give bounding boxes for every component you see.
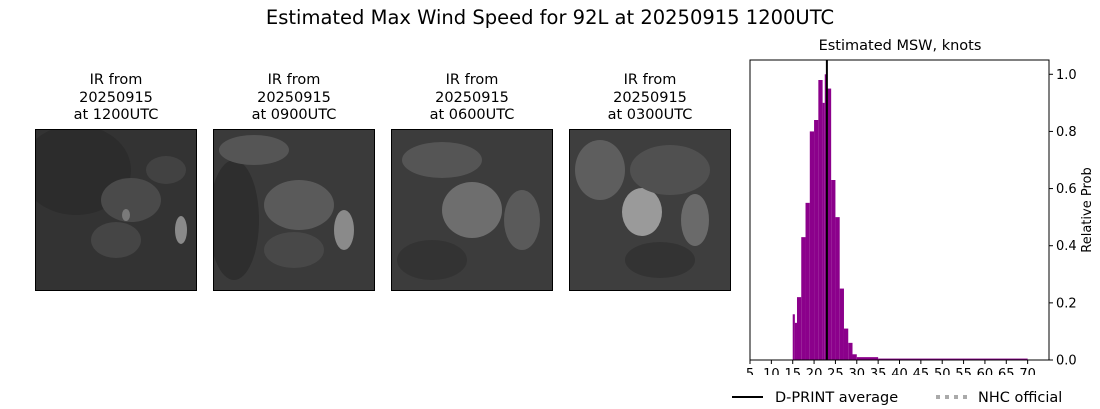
- ir-cloud: [622, 188, 662, 236]
- ir-panel-title: IR from 20250915 at 0300UTC: [569, 72, 731, 125]
- ir-image-graphic: [392, 130, 552, 290]
- histogram-bar: [839, 288, 844, 360]
- x-tick-label: 55: [955, 367, 972, 375]
- histogram-bar: [835, 217, 840, 360]
- ir-dark-region: [397, 240, 467, 280]
- x-tick-label: 10: [763, 367, 780, 375]
- histogram-bar: [843, 328, 849, 360]
- ir-panel-title: IR from 20250915 at 1200UTC: [35, 72, 197, 125]
- ir-panel-title-time: at 0900UTC: [251, 107, 337, 123]
- histogram-bar: [826, 88, 832, 361]
- x-tick-label: 50: [934, 367, 951, 375]
- histogram-bar: [824, 74, 827, 361]
- ir-cloud: [504, 190, 540, 250]
- ir-panel-0300utc: IR from 20250915 at 0300UTC: [569, 72, 731, 291]
- x-tick-label: 30: [849, 367, 866, 375]
- histogram-bar: [792, 314, 795, 360]
- histogram-bar: [831, 180, 836, 360]
- ir-panel-title-date: 20250915: [79, 89, 153, 106]
- histogram-bar: [805, 202, 810, 360]
- ir-panel-0600utc: IR from 20250915 at 0600UTC: [391, 72, 553, 291]
- ir-panel-title-date: 20250915: [613, 89, 687, 106]
- y-axis-ticks: 0.0 0.2 0.4 0.6 0.8 1.0: [1049, 68, 1077, 369]
- ir-panel-0900utc: IR from 20250915 at 0900UTC: [213, 72, 375, 291]
- ir-satellite-image: [569, 129, 731, 291]
- ir-cloud: [219, 135, 289, 165]
- ir-cloud: [101, 178, 161, 222]
- ir-panel-title-line1: IR from: [267, 72, 321, 88]
- histogram-bars: [792, 74, 1028, 361]
- ir-cloud: [91, 222, 141, 258]
- x-tick-label: 5: [746, 367, 754, 375]
- ir-image-graphic: [36, 130, 196, 290]
- ir-cloud: [575, 140, 625, 200]
- legend-dprint-label: D-PRINT average: [775, 390, 898, 406]
- histogram-bar: [794, 322, 797, 360]
- x-tick-label: 20: [806, 367, 823, 375]
- ir-cloud: [175, 216, 187, 244]
- ir-satellite-image: [213, 129, 375, 291]
- ir-cloud: [146, 156, 186, 184]
- ir-dark-region: [625, 242, 695, 278]
- x-tick-label: 35: [870, 367, 887, 375]
- ir-panel-title-time: at 0300UTC: [607, 107, 693, 123]
- x-tick-label: 60: [977, 367, 994, 375]
- ir-panel-title-line1: IR from: [89, 72, 143, 88]
- histogram-bar: [814, 120, 819, 360]
- ir-panel-title-line1: IR from: [623, 72, 677, 88]
- histogram-bar: [878, 358, 1028, 360]
- histogram-bar: [852, 354, 857, 360]
- y-tick-label: 0.8: [1056, 125, 1077, 140]
- y-tick-label: 0.6: [1056, 182, 1077, 197]
- ir-cloud: [264, 180, 334, 230]
- x-tick-label: 65: [998, 367, 1015, 375]
- x-tick-label: 25: [827, 367, 844, 375]
- ir-panel-title: IR from 20250915 at 0900UTC: [213, 72, 375, 125]
- msw-histogram-chart: Estimated MSW, knots 5 10 15 20 25 30 35 40 45 50…: [746, 38, 1095, 375]
- y-axis-label: Relative Prob: [1080, 167, 1095, 252]
- legend-nhc-label: NHC official: [978, 390, 1062, 406]
- chart-legend: D-PRINT average NHC official: [732, 390, 1062, 406]
- histogram-bar: [796, 297, 802, 360]
- histogram-bar: [801, 237, 806, 360]
- y-tick-label: 1.0: [1056, 68, 1077, 83]
- ir-satellite-image: [391, 129, 553, 291]
- ir-panel-title-time: at 0600UTC: [429, 107, 515, 123]
- ir-dark-region: [214, 160, 259, 280]
- x-tick-label: 70: [1019, 367, 1036, 375]
- ir-cloud: [122, 209, 130, 221]
- ir-panel-title-date: 20250915: [257, 89, 331, 106]
- ir-panel-title-line1: IR from: [445, 72, 499, 88]
- histogram-bar: [818, 80, 823, 360]
- ir-cloud: [630, 145, 710, 195]
- figure-title: Estimated Max Wind Speed for 92L at 2025…: [265, 6, 835, 29]
- ir-image-graphic: [570, 130, 730, 290]
- ir-cloud: [402, 142, 482, 178]
- x-tick-label: 40: [891, 367, 908, 375]
- ir-panel-1200utc: IR from 20250915 at 1200UTC: [35, 72, 197, 291]
- histogram-bar: [848, 342, 853, 360]
- y-tick-label: 0.0: [1056, 354, 1077, 369]
- chart-title: Estimated MSW, knots: [819, 38, 982, 54]
- ir-panel-title-date: 20250915: [435, 89, 509, 106]
- ir-satellite-image: [35, 129, 197, 291]
- histogram-bar: [822, 102, 825, 360]
- histogram-bar: [809, 131, 815, 360]
- ir-image-graphic: [214, 130, 374, 290]
- y-tick-label: 0.4: [1056, 239, 1077, 254]
- x-tick-label: 45: [913, 367, 930, 375]
- ir-cloud: [334, 210, 354, 250]
- x-axis-ticks: 5 10 15 20 25 30 35 40 45 50 55 60 65 70: [746, 360, 1036, 375]
- y-tick-label: 0.2: [1056, 296, 1077, 311]
- ir-cloud: [681, 194, 709, 246]
- ir-cloud: [442, 182, 502, 238]
- histogram-bar: [856, 357, 879, 360]
- ir-panel-title-time: at 1200UTC: [73, 107, 159, 123]
- ir-panel-title: IR from 20250915 at 0600UTC: [391, 72, 553, 125]
- ir-cloud: [264, 232, 324, 268]
- x-tick-label: 15: [784, 367, 801, 375]
